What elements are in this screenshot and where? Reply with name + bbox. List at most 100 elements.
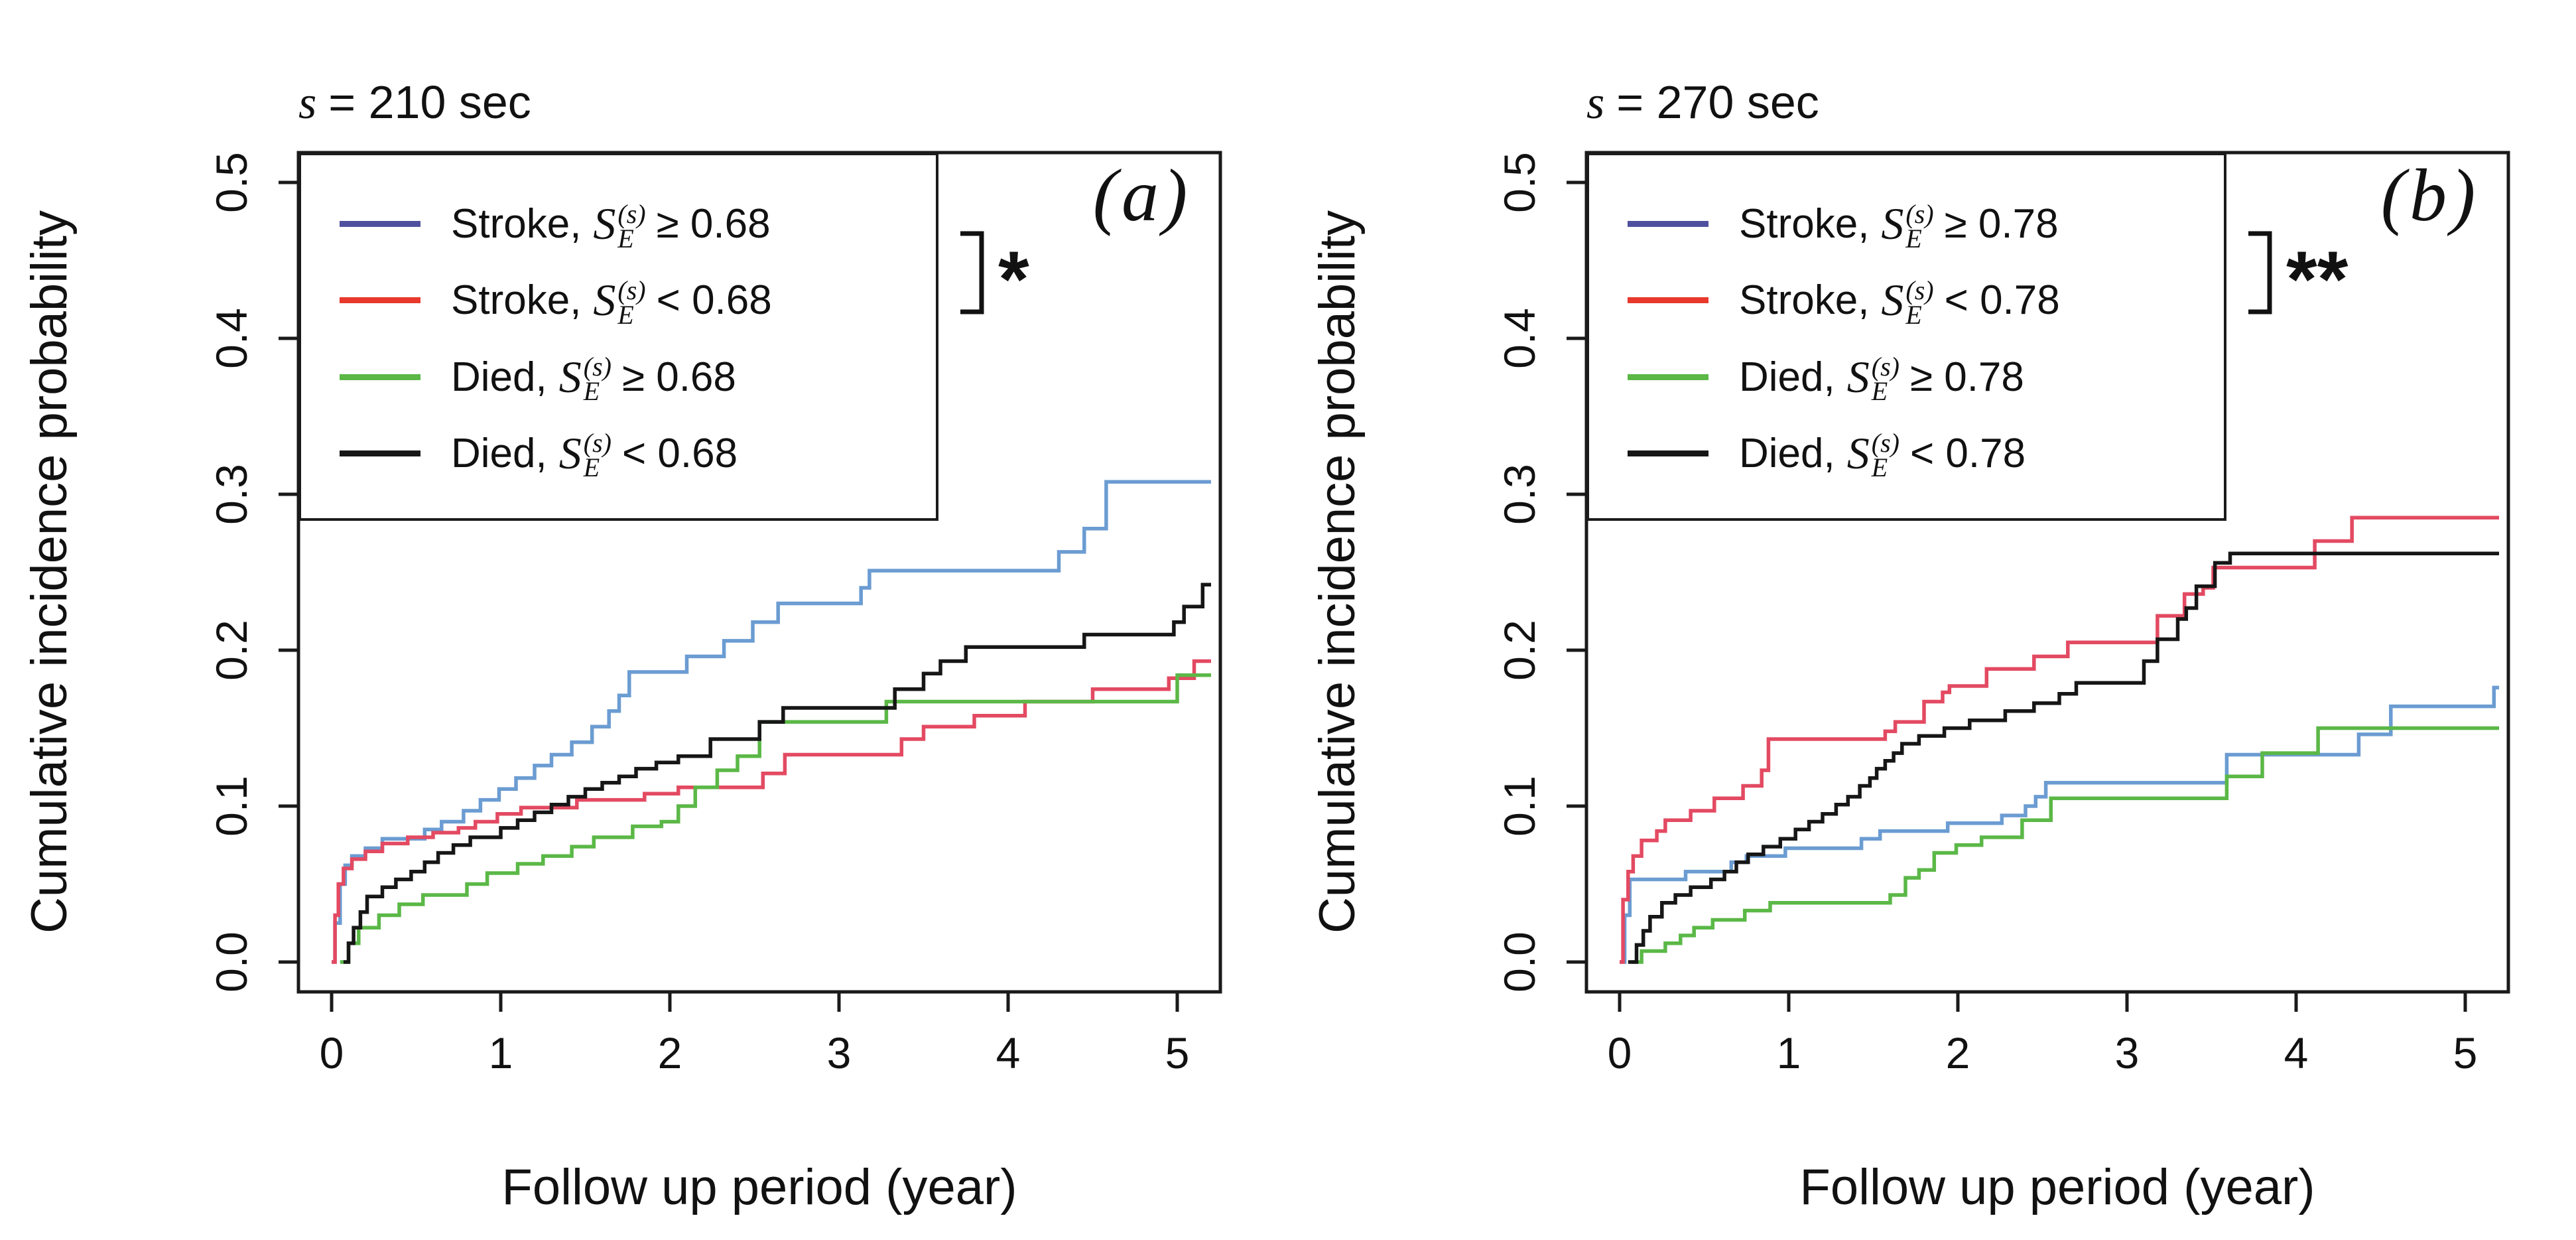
legend-threshold: < 0.68 — [656, 277, 772, 324]
y-tick-label: 0.2 — [207, 620, 256, 681]
legend-row: Died, S (s) E ≥ 0.68 — [340, 351, 929, 407]
curve-died-ge — [340, 673, 1211, 964]
legend-line-swatch — [340, 297, 420, 304]
math-subscript: E — [1905, 223, 1922, 253]
y-tick-label: 0.0 — [1495, 931, 1544, 993]
curve-died-lt — [343, 583, 1211, 964]
panel-b-title: s = 270 sec — [1586, 76, 1819, 129]
panel-a-curves — [332, 480, 1211, 964]
legend-threshold: ≥ 0.68 — [621, 354, 736, 400]
math-term: S (s) E — [558, 351, 612, 407]
legend-row: Died, S (s) E < 0.68 — [340, 427, 929, 483]
math-subscript: E — [583, 452, 600, 483]
legend-line-swatch — [1628, 297, 1708, 304]
curve-died-lt — [1628, 551, 2499, 964]
panel-b-curves — [1620, 516, 2499, 964]
math-subscript: E — [617, 223, 634, 253]
x-tick-label: 0 — [1608, 1028, 1632, 1077]
legend-event-label: Stroke, — [451, 277, 582, 324]
curve-stroke-lt — [332, 659, 1211, 964]
math-superscript: (s) — [1905, 275, 1934, 306]
panel-label-b: (b) — [2381, 155, 2480, 237]
significance-bracket — [2248, 231, 2272, 314]
legend-event-label: Stroke, — [451, 201, 582, 247]
math-term: S (s) E — [593, 275, 646, 330]
x-tick-label: 1 — [489, 1028, 513, 1077]
y-tick-label: 0.1 — [207, 776, 256, 837]
math-subscript: E — [1905, 299, 1922, 330]
legend-line-swatch — [1628, 374, 1708, 380]
math-term: S (s) E — [1846, 351, 1900, 407]
legend-row: Died, S (s) E < 0.78 — [1628, 427, 2217, 483]
math-term: S (s) E — [593, 198, 646, 253]
panel-label-a: (a) — [1093, 155, 1192, 237]
math-term: S (s) E — [1846, 427, 1900, 483]
math-superscript: (s) — [1905, 198, 1934, 229]
x-tick-label: 5 — [2453, 1028, 2478, 1077]
panel-a: 0 1 2 3 4 5 0.0 0.1 0.2 0.3 0.4 0.5 s = 210 sec Foll… — [21, 76, 1222, 1215]
legend-event-label: Stroke, — [1739, 277, 1870, 324]
legend-b: Stroke, S (s) E ≥ 0.78 Stroke, S (s) E < 0.78 Di… — [1586, 153, 2226, 521]
math-term: S (s) E — [1881, 275, 1934, 330]
legend-threshold: < 0.78 — [1944, 277, 2060, 324]
legend-threshold: < 0.68 — [621, 430, 738, 476]
x-axis-label: Follow up period (year) — [1799, 1159, 2315, 1215]
legend-row: Stroke, S (s) E < 0.78 — [1628, 274, 2217, 330]
x-tick-label: 2 — [658, 1028, 682, 1077]
curve-stroke-ge — [1620, 685, 2499, 964]
y-tick-label: 0.1 — [1495, 776, 1544, 837]
y-tick-label: 0.2 — [1495, 620, 1544, 681]
x-tick-label: 0 — [320, 1028, 344, 1077]
panel-a-plot: 0 1 2 3 4 5 0.0 0.1 0.2 0.3 0.4 0.5 s = 210 sec Foll… — [21, 76, 1222, 1215]
legend-event-label: Died, — [451, 430, 547, 476]
x-tick-label: 3 — [2115, 1028, 2140, 1077]
x-tick-label: 5 — [1165, 1028, 1190, 1077]
legend-row: Died, S (s) E ≥ 0.78 — [1628, 351, 2217, 407]
math-subscript: E — [617, 299, 634, 330]
math-superscript: (s) — [1871, 352, 1900, 382]
math-term: S (s) E — [1881, 198, 1934, 253]
y-tick-label: 0.3 — [1495, 464, 1544, 525]
y-tick-label: 0.5 — [1495, 152, 1544, 213]
x-tick-label: 4 — [2284, 1028, 2309, 1077]
legend-line-swatch — [340, 450, 420, 456]
x-tick-label: 1 — [1777, 1028, 1801, 1077]
legend-threshold: ≥ 0.68 — [656, 201, 771, 247]
significance-stars: ** — [2286, 235, 2349, 324]
significance-bracket — [960, 231, 984, 314]
legend-line-swatch — [340, 374, 420, 380]
math-superscript: (s) — [583, 352, 612, 382]
y-tick-label: 0.4 — [207, 308, 256, 369]
x-tick-label: 4 — [996, 1028, 1021, 1077]
legend-event-label: Died, — [1739, 354, 1835, 400]
math-superscript: (s) — [583, 428, 612, 458]
curve-died-ge — [1631, 726, 2499, 964]
significance-stars: * — [998, 235, 1029, 324]
legend-row: Stroke, S (s) E ≥ 0.68 — [340, 198, 929, 253]
math-superscript: (s) — [1871, 428, 1900, 458]
curve-stroke-lt — [1620, 516, 2499, 964]
legend-line-swatch — [1628, 221, 1708, 228]
legend-row: Stroke, S (s) E ≥ 0.78 — [1628, 198, 2217, 253]
legend-event-label: Died, — [1739, 430, 1835, 476]
x-tick-label: 3 — [827, 1028, 852, 1077]
legend-threshold: ≥ 0.78 — [1944, 201, 2059, 247]
legend-a: Stroke, S (s) E ≥ 0.68 Stroke, S (s) E < 0.68 Di… — [298, 153, 938, 521]
legend-event-label: Died, — [451, 354, 547, 400]
math-subscript: E — [583, 376, 600, 407]
legend-row: Stroke, S (s) E < 0.68 — [340, 274, 929, 330]
x-tick-label: 2 — [1946, 1028, 1970, 1077]
math-subscript: E — [1871, 452, 1888, 483]
legend-line-swatch — [1628, 450, 1708, 456]
legend-threshold: ≥ 0.78 — [1909, 354, 2024, 400]
y-tick-label: 0.3 — [207, 464, 256, 525]
y-tick-label: 0.5 — [207, 152, 256, 213]
math-superscript: (s) — [617, 198, 646, 229]
legend-event-label: Stroke, — [1739, 201, 1870, 247]
y-axis-label: Cumulative incidence probability — [21, 210, 78, 933]
panel-a-axes: 0 1 2 3 4 5 0.0 0.1 0.2 0.3 0.4 0.5 — [207, 151, 1222, 1077]
math-term: S (s) E — [558, 427, 612, 483]
legend-threshold: < 0.78 — [1909, 430, 2026, 476]
y-tick-label: 0.0 — [207, 931, 256, 993]
